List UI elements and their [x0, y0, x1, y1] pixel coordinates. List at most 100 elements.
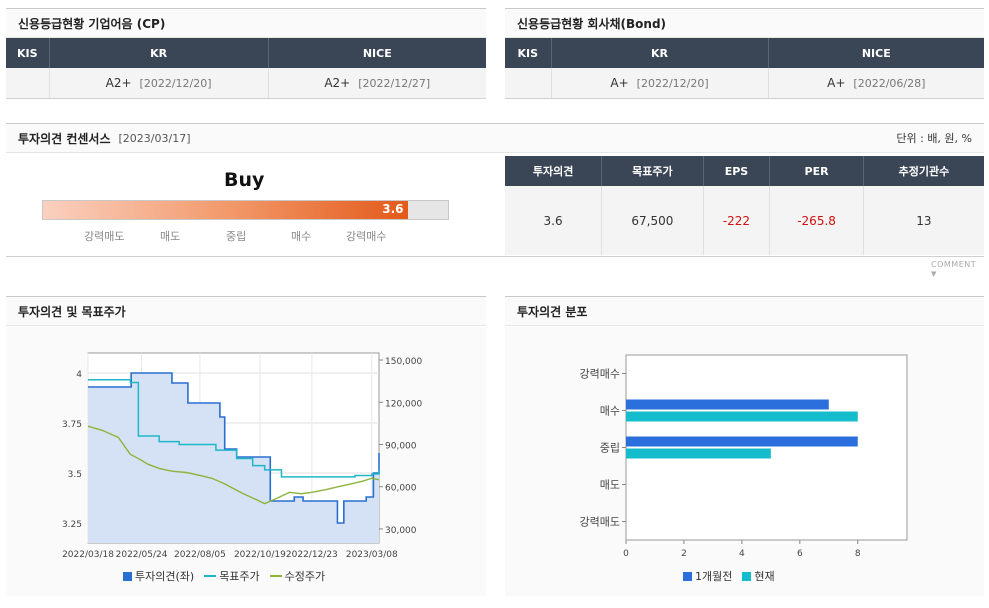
x-tick: 2022/08/05 — [174, 550, 226, 560]
category-label: 강력매수 — [580, 368, 620, 381]
cp-panel-header: 신용등급현황 기업어음 (CP) — [6, 8, 486, 38]
y-left-tick: 3.25 — [62, 520, 82, 530]
cp-nice-date: [2022/12/27] — [358, 76, 431, 90]
adjusted-price-line — [87, 425, 380, 505]
x-tick: 6 — [797, 549, 803, 559]
bar-month-ago — [626, 399, 829, 410]
scale-strong-sell: 강력매도 — [84, 230, 125, 243]
x-tick: 2023/03/08 — [346, 550, 398, 560]
y-right-tick: 60,000 — [385, 484, 417, 494]
bond-rating-table: KIS KR NICE A+ [2022/12/20] A+ [2022/06/28… — [505, 38, 984, 99]
col-per: PER — [769, 156, 864, 186]
dist-chart-panel: 투자의견 분포 강력매수 매수 중립 매도 강력매도 0 2 4 6 8 1개월전 현재 — [505, 296, 984, 596]
bar-current — [626, 448, 771, 459]
bond-panel-title: 신용등급현황 회사채(Bond) — [517, 16, 667, 31]
val-target-price: 67,500 — [601, 186, 704, 255]
scale-sell: 매도 — [160, 230, 181, 243]
cp-rating-table: KIS KR NICE A2+ [2022/12/20] A2+ [2022/12/… — [6, 38, 486, 99]
legend-opinion-label: 투자의견(좌) — [135, 570, 195, 583]
x-tick: 8 — [855, 549, 861, 559]
legend-opinion: 투자의견(좌) — [123, 568, 194, 584]
x-tick: 2022/05/24 — [116, 550, 168, 560]
opinion-label: Buy — [224, 169, 265, 191]
opinion-score: 3.6 — [382, 202, 404, 216]
price-chart-panel: 투자의견 및 목표주가 4 3.75 3.5 3.25 150,000 120,000 90… — [6, 296, 486, 596]
dist-chart-title: 투자의견 분포 — [517, 304, 588, 319]
col-eps: EPS — [703, 156, 771, 186]
opinion-line — [88, 372, 380, 524]
consensus-title: 투자의견 컨센서스 — [18, 131, 111, 146]
consensus-date: [2023/03/17] — [118, 131, 191, 145]
consensus-table: 투자의견 목표주가 EPS PER 추정기관수 3.6 67,500 -222 … — [505, 156, 984, 255]
legend-month-ago-label: 1개월전 — [695, 570, 733, 583]
bond-nice-grade: A+ — [827, 75, 846, 90]
x-tick: 4 — [739, 549, 745, 559]
legend-target: 목표주가 — [204, 568, 260, 584]
bar-current — [626, 411, 858, 422]
y-right-tick: 30,000 — [385, 526, 417, 536]
col-opinion: 투자의견 — [505, 156, 603, 186]
x-tick: 2022/03/18 — [62, 550, 114, 560]
price-chart-svg: 4 3.75 3.5 3.25 150,000 120,000 90,000 60,000 30… — [62, 352, 422, 560]
bar-month-ago — [626, 436, 858, 447]
scale-neutral: 중립 — [226, 230, 247, 243]
unit-label: 단위 : 배, 원, % — [896, 132, 972, 145]
cp-kr-date: [2022/12/20] — [139, 76, 212, 90]
consensus-panel: 투자의견 컨센서스 [2023/03/17] 단위 : 배, 원, % Buy … — [6, 123, 984, 278]
val-eps: -222 — [703, 186, 771, 255]
cp-kr-grade: A2+ — [105, 75, 132, 90]
legend-price-label: 수정주가 — [284, 570, 326, 583]
cp-cell-nice: A2+ [2022/12/27] — [268, 68, 486, 99]
y-right-tick: 150,000 — [385, 357, 422, 367]
col-target-price: 목표주가 — [601, 156, 704, 186]
bond-cell-kr: A+ [2022/12/20] — [551, 68, 769, 99]
y-right-tick: 90,000 — [385, 441, 417, 451]
target-price-line — [88, 378, 380, 478]
cp-cell-kis — [6, 68, 50, 99]
val-opinion: 3.6 — [505, 186, 603, 255]
cp-cell-kr: A2+ [2022/12/20] — [49, 68, 269, 99]
cp-header-kr: KR — [49, 38, 269, 68]
bond-nice-date: [2022/06/28] — [853, 76, 926, 90]
bond-header-kis: KIS — [505, 38, 552, 68]
price-chart-header: 투자의견 및 목표주가 — [6, 296, 486, 326]
bond-header-nice: NICE — [768, 38, 984, 68]
comment-label: COMMENT — [931, 260, 977, 269]
col-estimators: 추정기관수 — [863, 156, 984, 186]
price-chart-title: 투자의견 및 목표주가 — [18, 304, 126, 319]
dist-chart-area: 강력매수 매수 중립 매도 강력매도 0 2 4 6 8 1개월전 현재 — [505, 327, 984, 596]
consensus-divider — [6, 256, 984, 257]
consensus-table-wrap: 투자의견 목표주가 EPS PER 추정기관수 3.6 67,500 -222 … — [505, 156, 984, 255]
bond-header-kr: KR — [551, 38, 769, 68]
x-tick: 2 — [681, 549, 687, 559]
opinion-area — [88, 373, 379, 543]
category-label: 중립 — [600, 442, 620, 455]
cp-panel-title: 신용등급현황 기업어음 (CP) — [18, 16, 166, 31]
comment-toggle[interactable]: COMMENT ▼ — [931, 260, 984, 278]
legend-month-ago: 1개월전 — [683, 568, 732, 584]
y-right-tick: 120,000 — [385, 399, 422, 409]
x-tick: 0 — [623, 549, 629, 559]
cp-header-kis: KIS — [6, 38, 50, 68]
opinion-gauge: 3.6 — [42, 200, 449, 220]
dist-chart-legend: 1개월전 현재 — [683, 568, 775, 584]
val-estimators: 13 — [863, 186, 984, 255]
legend-current: 현재 — [742, 568, 775, 584]
bond-kr-date: [2022/12/20] — [636, 76, 709, 90]
bond-panel-header: 신용등급현황 회사채(Bond) — [505, 8, 984, 38]
category-label: 매도 — [600, 479, 620, 492]
bond-rating-panel: 신용등급현황 회사채(Bond) KIS KR NICE A+ [2022/12/… — [505, 8, 984, 99]
bond-cell-nice: A+ [2022/06/28] — [768, 68, 984, 99]
cp-header-nice: NICE — [268, 38, 486, 68]
y-left-tick: 4 — [76, 370, 82, 380]
chevron-down-icon: ▼ — [931, 270, 937, 278]
val-per: -265.8 — [769, 186, 864, 255]
price-chart-area: 4 3.75 3.5 3.25 150,000 120,000 90,000 60,000 30… — [6, 327, 486, 596]
y-left-tick: 3.75 — [62, 420, 82, 430]
cp-rating-panel: 신용등급현황 기업어음 (CP) KIS KR NICE A2+ [2022/12… — [6, 8, 486, 99]
price-chart-legend: 투자의견(좌) 목표주가 수정주가 — [123, 568, 325, 584]
opinion-gauge-fill: 3.6 — [43, 201, 408, 219]
x-tick: 2022/12/23 — [286, 550, 338, 560]
y-left-tick: 3.5 — [68, 470, 82, 480]
